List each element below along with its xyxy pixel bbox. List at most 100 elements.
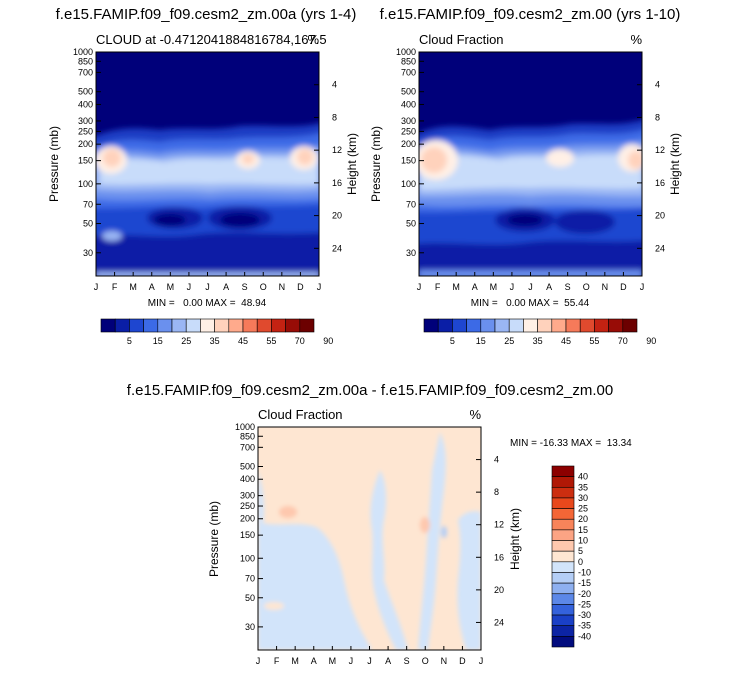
panel-2-stats: MIN = 0.00 MAX = 55.44 [471, 298, 590, 309]
panel-3-colorbar-label: -30 [578, 610, 591, 620]
panel-2-ytick-label: 200 [401, 139, 416, 149]
panel-3-colorbar-swatch [551, 540, 575, 552]
panel-1-xtick-label: N [279, 282, 286, 292]
panel-3-contour-field [258, 427, 481, 650]
panel-3-height-tick-label: 4 [494, 455, 499, 465]
panel-2-colorbar-label: 35 [533, 336, 543, 346]
panel-2-xtick-label: A [546, 282, 552, 292]
panel-2-xtick-label: J [528, 282, 533, 292]
panel-1-contour-field [96, 52, 319, 276]
panel-1-subtitle-right: % [307, 32, 319, 47]
panel-1-colorbar: 5 15 25 35 45 55 70 90 [100, 318, 333, 346]
panel-1-xtick-label: S [242, 282, 248, 292]
panel-1-stats: MIN = 0.00 MAX = 48.94 [148, 298, 267, 309]
panel-1-colorbar-swatch [271, 318, 286, 333]
panel-2-ytick-label: 100 [401, 179, 416, 189]
panel-1-colorbar-swatch [185, 318, 201, 333]
panel-1-ytick-label: 70 [83, 199, 93, 209]
panel-1-colorbar-swatch [157, 318, 173, 333]
panel-3-ytick-label: 150 [240, 530, 255, 540]
panel-1-colorbar-swatch [228, 318, 244, 333]
panel-1-xtick-label: J [205, 282, 210, 292]
panel-1-colorbar-swatch [143, 318, 159, 333]
panel-1-ytick-label: 300 [78, 116, 93, 126]
panel-2-ytick-label: 70 [406, 199, 416, 209]
panel-3-colorbar-swatch [551, 636, 575, 648]
panel-3-title: f.e15.FAMIP.f09_f09.cesm2_zm.00a - f.e15… [127, 382, 613, 399]
panel-2-xtick-label: S [565, 282, 571, 292]
panel-3-colorbar-swatch [551, 529, 575, 541]
panel-2-colorbar-swatch [622, 318, 638, 333]
panel-3-colorbar-label: 0 [578, 557, 583, 567]
panel-2-ytick-label: 150 [401, 156, 416, 166]
panel-2-height-tick-label: 12 [655, 145, 665, 155]
panel-3-xtick-label: J [256, 656, 261, 666]
panel-3-ytick-label: 70 [245, 574, 255, 584]
panel-1-ylabel: Pressure (mb) [47, 126, 61, 202]
panel-2-ytick-label: 30 [406, 248, 416, 258]
panel-1-xtick-label: A [223, 282, 229, 292]
panel-1-ytick-label: 850 [78, 56, 93, 66]
panel-3-colorbar-swatch [551, 518, 575, 531]
panel-3-ytick-label: 300 [240, 491, 255, 501]
panel-2-colorbar-label: 15 [476, 336, 486, 346]
panel-2-xtick-label: O [583, 282, 590, 292]
panel-1-colorbar-label: 55 [266, 336, 276, 346]
panel-3-height-tick-label: 20 [494, 585, 504, 595]
panel-2-xtick-label: J [417, 282, 422, 292]
panel-2-ytick-label: 50 [406, 219, 416, 229]
panel-1-colorbar-swatch [100, 318, 116, 333]
panel-1-ytick-label: 30 [83, 248, 93, 258]
panel-1-colorbar-swatch [200, 318, 215, 333]
panel-3-xtick-label: J [479, 656, 484, 666]
panel-3-ytick-label: 50 [245, 593, 255, 603]
panel-3-subtitle-right: % [469, 407, 481, 422]
panel-2-subtitle-right: % [630, 32, 642, 47]
panel-2-xtick-label: J [640, 282, 645, 292]
panel-1-colorbar-swatch [256, 318, 272, 333]
panel-3-ytick-label: 100 [240, 553, 255, 563]
panel-2-colorbar: 5 15 25 35 45 55 70 90 [423, 318, 656, 346]
panel-3-ytick-label: 400 [240, 474, 255, 484]
panel-3-colorbar-swatch [551, 486, 575, 499]
panel-1-height-tick-label: 16 [332, 178, 342, 188]
panel-3-colorbar-label: 5 [578, 546, 583, 556]
panel-2-ylabel: Pressure (mb) [369, 126, 383, 202]
panel-2-colorbar-label: 55 [589, 336, 599, 346]
panel-3-xtick-label: O [422, 656, 429, 666]
panel-1-colorbar-label: 70 [295, 336, 305, 346]
panel-1-xtick-label: F [112, 282, 118, 292]
panel-3-colorbar-label: 40 [578, 472, 588, 482]
panel-1-colorbar-swatch [242, 318, 258, 333]
panel-1-ylabel-right: Height (km) [345, 133, 359, 195]
panel-1-ytick-label: 400 [78, 99, 93, 109]
panel-3-xtick-label: F [274, 656, 280, 666]
panel-3-colorbar-swatch [551, 561, 575, 573]
panel-2-colorbar-swatch [523, 318, 538, 333]
panel-3-ylabel-right: Height (km) [508, 508, 522, 570]
panel-2-colorbar-swatch [579, 318, 595, 333]
panel-1-colorbar-label: 90 [323, 336, 333, 346]
panel-1-colorbar-swatch [114, 318, 130, 333]
panel-1-height-tick-label: 20 [332, 211, 342, 221]
panel-2-colorbar-swatch [594, 318, 609, 333]
panel-3-colorbar-swatch [551, 593, 575, 605]
panel-1-colorbar-label: 15 [153, 336, 163, 346]
panel-2-height-tick-label: 4 [655, 80, 660, 90]
panel-1-right-ticks: 24 20 16 12 8 4 [314, 80, 342, 253]
panel-2-right-ticks: 24 20 16 12 8 4 [637, 80, 665, 253]
panel-1-colorbar-swatch [171, 318, 187, 333]
panel-1-title: f.e15.FAMIP.f09_f09.cesm2_zm.00a (yrs 1-… [56, 6, 357, 23]
panel-2-ytick-label: 300 [401, 116, 416, 126]
panel-3-colorbar-label: -20 [578, 589, 591, 599]
panel-1-xtick-label: J [317, 282, 322, 292]
panel-3-ytick-label: 500 [240, 462, 255, 472]
panel-3-xtick-label: D [459, 656, 466, 666]
panel-3-colorbar-label: -10 [578, 567, 591, 577]
panel-3-ytick-label: 30 [245, 622, 255, 632]
panel-2-xtick-label: N [602, 282, 609, 292]
panel-3-xtick-label: A [311, 656, 317, 666]
